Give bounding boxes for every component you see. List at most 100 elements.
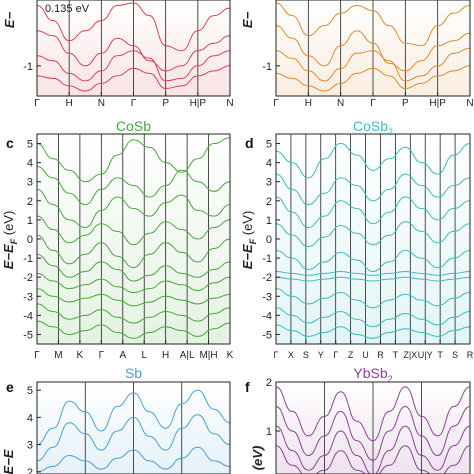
panel-d-band-2 bbox=[276, 173, 470, 206]
panel-c-x-tick-label: L bbox=[141, 350, 147, 361]
panel-d-band-5 bbox=[276, 249, 470, 273]
panel-e-band-3 bbox=[37, 446, 230, 473]
panel-d-x-tick-label: R bbox=[377, 350, 384, 360]
panel-d-y-tick-label: -1 bbox=[262, 253, 272, 265]
panel-c-x-tick-label: K bbox=[227, 350, 234, 361]
panel-b-x-tick-label: H|P bbox=[429, 98, 446, 109]
panel-f-band-3 bbox=[276, 425, 470, 474]
panel-a-annotation: 0.135 eV bbox=[45, 3, 90, 15]
panel-c-band-5 bbox=[37, 234, 230, 269]
panel-d-x-tick-label: Y bbox=[318, 350, 324, 360]
panel-d-band-3 bbox=[276, 196, 470, 229]
panel-b-x-tick-label: Γ bbox=[370, 98, 376, 109]
panel-c-y-tick-label: -3 bbox=[23, 291, 33, 303]
panel-d-y-tick-label: 0 bbox=[266, 234, 272, 246]
panel-d-x-tick-label: Z bbox=[348, 350, 354, 360]
panel-d-x-tick-label: X bbox=[288, 350, 294, 360]
panel-c-x-tick-label: Γ bbox=[99, 350, 105, 361]
panel-d-x-tick-label: T bbox=[393, 350, 399, 360]
panel-b-x-tick-label: Γ bbox=[273, 98, 279, 109]
panel-d-background bbox=[276, 134, 470, 344]
panel-a-x-tick-label: N bbox=[98, 98, 105, 109]
panel-f-band-1 bbox=[276, 386, 470, 442]
panel-c-x-tick-label: A|L bbox=[180, 350, 195, 361]
panel-b-x-tick-label: H bbox=[305, 98, 312, 109]
panel-c-y-tick-label: 2 bbox=[27, 196, 33, 208]
panel-b-band-1 bbox=[276, 25, 470, 72]
panel-c-background bbox=[37, 134, 230, 344]
panel-a-x-tick-label: Γ bbox=[131, 98, 137, 109]
panel-letter: f bbox=[245, 379, 250, 395]
panel-b-band-4 bbox=[276, 2, 470, 47]
panel-a-x-tick-label: Γ bbox=[34, 98, 40, 109]
panel-d-band-8 bbox=[276, 288, 470, 309]
panel-c-y-tick-label: 0 bbox=[27, 234, 33, 246]
panel-b-x-tick-label: N bbox=[466, 98, 473, 109]
panel-d-x-tick-label: S bbox=[452, 350, 458, 360]
panel-d-y-tick-label: 4 bbox=[266, 158, 272, 170]
panel-e-frame bbox=[36, 381, 231, 474]
panel-c-title: CoSb bbox=[116, 118, 151, 134]
panel-a-band-1 bbox=[37, 30, 230, 72]
panel-letter: c bbox=[6, 135, 14, 151]
panel-c-y-tick-label: -4 bbox=[23, 310, 33, 322]
panel-c-band-2 bbox=[37, 166, 230, 206]
panel-a-y-axis-label: E− bbox=[2, 11, 17, 28]
panel-d-y-tick-label: 5 bbox=[266, 139, 272, 151]
panel-c-x-tick-label: K bbox=[77, 350, 84, 361]
panel-d-band-7 bbox=[276, 276, 470, 282]
panel-a-x-tick-label: H|P bbox=[190, 98, 207, 109]
panel-b-y-tick-label: -1 bbox=[262, 61, 272, 73]
panel-c-x-tick-label: Γ bbox=[34, 350, 40, 361]
panel-e-title: Sb bbox=[125, 365, 142, 381]
panel-d-band-4 bbox=[276, 221, 470, 248]
panel-a-band-4 bbox=[37, 2, 230, 52]
panel-a-y-tick-label: -1 bbox=[23, 61, 33, 73]
panel-c-y-axis-label: E−EF (eV) bbox=[1, 211, 19, 270]
panel-d-x-tick-label: R bbox=[467, 350, 474, 360]
panel-d-y-tick-label: -3 bbox=[262, 291, 272, 303]
panel-c-x-tick-label: M bbox=[54, 350, 62, 361]
panel-c-band-9 bbox=[37, 303, 230, 324]
panel-c-band-7 bbox=[37, 272, 230, 294]
panel-a-x-tick-label: H bbox=[66, 98, 73, 109]
panel-d-x-tick-label: U bbox=[362, 350, 369, 360]
panel-a-band-3 bbox=[37, 65, 230, 92]
panel-d-x-tick-label: Z|X bbox=[403, 350, 417, 360]
panel-e-y-tick-label: 4 bbox=[27, 412, 33, 424]
panel-letter: e bbox=[6, 379, 14, 395]
panel-d-x-tick-label: Γ bbox=[274, 350, 279, 360]
panel-d-y-tick-label: -2 bbox=[262, 272, 272, 284]
panel-letter: d bbox=[245, 135, 254, 151]
panel-d-x-tick-label: S bbox=[303, 350, 309, 360]
panel-d-y-tick-label: -4 bbox=[262, 310, 272, 322]
panel-f-band-2 bbox=[276, 405, 470, 461]
panel-f-title: YbSb2 bbox=[353, 365, 392, 384]
panel-c-x-tick-label: A bbox=[119, 350, 126, 361]
panel-e-y-tick-label: 5 bbox=[27, 385, 33, 397]
panel-e-band-2 bbox=[37, 414, 230, 462]
panel-d-x-tick-label: T bbox=[437, 350, 443, 360]
panel-c-x-tick-label: H bbox=[162, 350, 169, 361]
panel-f-y-tick-label: 1 bbox=[266, 426, 272, 438]
panel-d-y-tick-label: -5 bbox=[262, 329, 272, 341]
panel-e-y-tick-label: 3 bbox=[27, 440, 33, 452]
panel-d-y-axis-label: E−EF (eV) bbox=[240, 211, 258, 270]
panel-a-x-tick-label: P bbox=[162, 98, 169, 109]
panel-b-y-axis-label: E− bbox=[240, 11, 255, 28]
panel-c-band-8 bbox=[37, 288, 230, 307]
panel-d-band-10 bbox=[276, 324, 470, 339]
panel-c-y-tick-label: 4 bbox=[27, 158, 33, 170]
panel-c-y-tick-label: -2 bbox=[23, 272, 33, 284]
panel-b-band-2 bbox=[276, 47, 470, 82]
panel-a-x-tick-label: N bbox=[226, 98, 233, 109]
panel-c-y-tick-label: 1 bbox=[27, 215, 33, 227]
panel-c-y-tick-label: -1 bbox=[23, 253, 33, 265]
panel-a-band-2 bbox=[37, 50, 230, 82]
panel-e-y-axis-label: E−E bbox=[1, 449, 16, 474]
panel-d-title: CoSb2 bbox=[353, 118, 393, 137]
panel-c-band-6 bbox=[37, 253, 230, 282]
panel-f-y-axis-label: (eV) bbox=[250, 446, 265, 471]
panel-d-x-tick-label: U|Y bbox=[418, 350, 433, 360]
